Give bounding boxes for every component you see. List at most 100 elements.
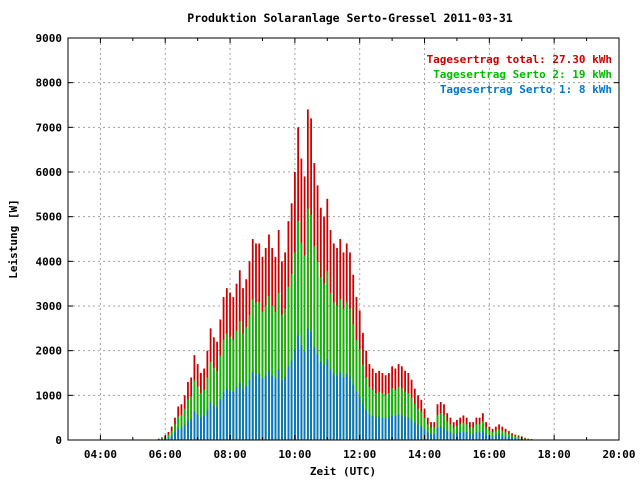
x-tick-label: 12:00: [343, 448, 376, 461]
bar-serto1: [281, 380, 283, 440]
bar-serto1: [400, 415, 403, 440]
bar-serto2: [190, 396, 193, 440]
y-tick-label: 1000: [36, 389, 63, 402]
bar-serto2: [501, 430, 504, 440]
bar-serto2: [193, 380, 196, 440]
x-axis-label: Zeit (UTC): [310, 465, 376, 478]
bar-serto2: [478, 424, 481, 440]
x-tick-label: 04:00: [84, 448, 117, 461]
bar-serto2: [413, 404, 416, 440]
axis-ticks: [67, 37, 620, 441]
bar-serto1: [478, 432, 481, 440]
bar-serto1: [268, 370, 270, 440]
bar-serto1: [190, 419, 193, 440]
bar-serto2: [313, 246, 316, 440]
bar-serto1: [329, 369, 332, 440]
bar-serto1: [349, 377, 351, 440]
bar-serto2: [326, 271, 329, 440]
y-tick-label: 5000: [36, 211, 63, 224]
bar-serto2: [225, 333, 228, 440]
bar-serto2: [423, 418, 426, 440]
bar-serto2: [293, 252, 296, 440]
bar-serto1: [300, 345, 303, 440]
bar-serto2: [287, 286, 290, 440]
bar-serto2: [284, 308, 287, 440]
bar-serto2: [306, 208, 309, 440]
bar-serto2: [355, 339, 358, 440]
bar-serto2: [498, 429, 500, 440]
bar-serto2: [216, 371, 218, 440]
bar-serto2: [290, 274, 293, 440]
bar-serto1: [378, 416, 381, 440]
bar-serto2: [323, 283, 325, 440]
bar-serto2: [365, 377, 368, 440]
bar-serto2: [297, 221, 300, 440]
bar-serto2: [397, 386, 400, 440]
bar-serto1: [504, 436, 507, 440]
bar-serto2: [342, 308, 345, 440]
bar-serto1: [410, 419, 413, 440]
bar-serto1: [319, 361, 322, 440]
bar-serto1: [433, 434, 436, 440]
bar-serto2: [300, 243, 303, 440]
bar-serto2: [339, 299, 342, 440]
bar-serto1: [251, 372, 254, 440]
bar-serto2: [229, 336, 231, 440]
bar-serto1: [481, 431, 484, 440]
bar-serto1: [501, 435, 504, 440]
bar-serto1: [271, 375, 274, 440]
bar-serto2: [504, 432, 507, 440]
bar-serto1: [225, 389, 228, 440]
bar-serto1: [381, 417, 384, 440]
bar-serto1: [261, 378, 264, 440]
bar-serto1: [430, 434, 432, 440]
bar-serto2: [358, 349, 361, 440]
bar-serto2: [456, 425, 458, 440]
legend-entry: Tagesertrag Serto 2: 19 kWh: [433, 68, 612, 81]
y-tick-label: 3000: [36, 300, 63, 313]
bar-serto2: [264, 305, 267, 440]
bar-serto1: [232, 391, 235, 440]
bar-serto2: [485, 427, 488, 440]
bar-serto1: [216, 406, 218, 440]
bar-serto1: [517, 438, 520, 440]
bar-serto1: [494, 435, 497, 440]
bar-serto1: [452, 434, 455, 440]
bar-serto1: [417, 424, 419, 440]
bar-serto1: [472, 434, 475, 440]
bar-serto1: [235, 387, 238, 440]
bar-serto1: [420, 426, 423, 440]
bar-serto2: [238, 321, 241, 440]
bar-serto1: [365, 410, 368, 440]
bar-serto2: [349, 308, 351, 440]
bar-serto1: [404, 416, 406, 440]
x-tick-label: 10:00: [278, 448, 311, 461]
y-axis-label: Leistung [W]: [7, 199, 20, 278]
bar-serto2: [494, 430, 497, 440]
bar-serto1: [469, 434, 471, 440]
bar-serto2: [430, 427, 432, 440]
x-tick-label: 16:00: [473, 448, 506, 461]
bar-serto2: [352, 324, 355, 440]
bar-serto1: [397, 414, 400, 440]
bar-serto2: [255, 302, 257, 440]
bar-serto1: [498, 434, 500, 440]
bar-serto2: [517, 436, 520, 440]
bar-serto2: [443, 414, 445, 440]
bar-serto2: [436, 414, 439, 440]
y-tick-label: 0: [55, 434, 62, 447]
bar-serto2: [459, 424, 462, 440]
bar-serto2: [400, 388, 403, 440]
x-tick-label: 06:00: [149, 448, 182, 461]
x-tick-label: 08:00: [213, 448, 246, 461]
bar-serto2: [258, 302, 261, 440]
bar-serto1: [485, 434, 488, 440]
bar-serto1: [238, 382, 241, 440]
bar-serto2: [420, 411, 423, 440]
bar-serto1: [511, 437, 513, 440]
bar-serto2: [449, 424, 452, 440]
bar-serto1: [413, 422, 416, 440]
bar-serto1: [391, 415, 394, 440]
bar-serto1: [371, 415, 374, 440]
